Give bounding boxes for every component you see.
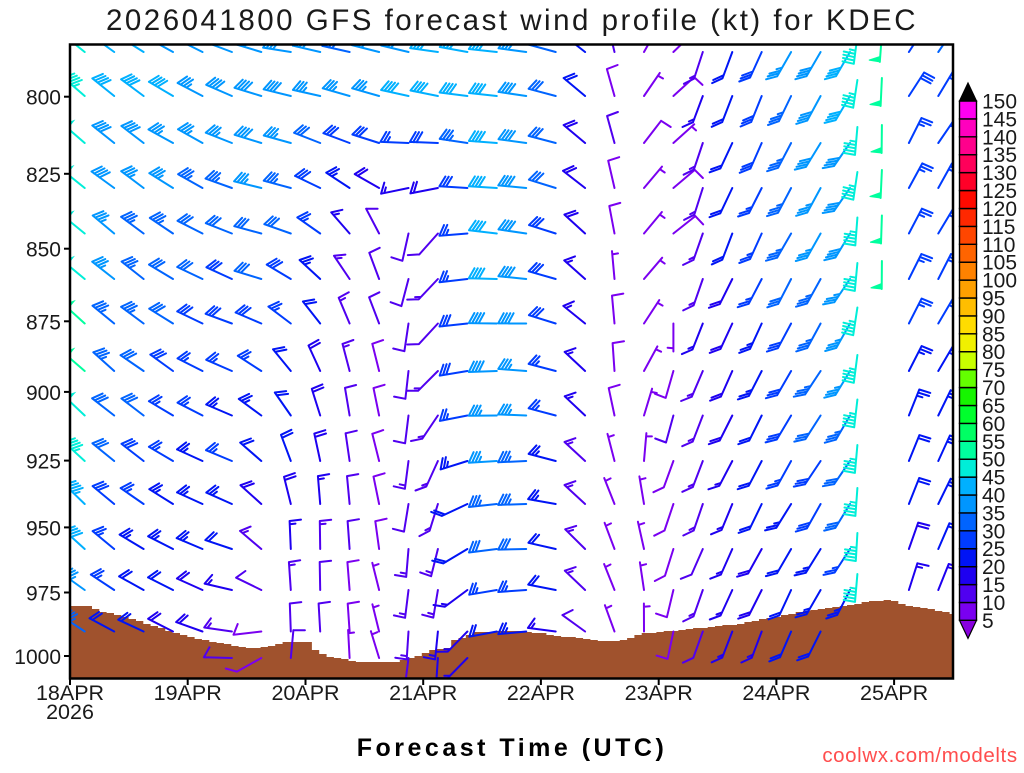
svg-text:5: 5	[982, 610, 994, 633]
svg-text:110: 110	[982, 234, 1015, 257]
svg-text:950: 950	[26, 517, 61, 540]
svg-text:20: 20	[982, 556, 1005, 579]
svg-text:900: 900	[26, 382, 61, 405]
svg-text:60: 60	[982, 413, 1005, 436]
svg-text:50: 50	[982, 449, 1005, 472]
svg-text:95: 95	[982, 288, 1005, 311]
svg-text:850: 850	[26, 239, 61, 262]
svg-text:21APR: 21APR	[389, 681, 457, 705]
svg-text:55: 55	[982, 431, 1005, 454]
svg-text:22APR: 22APR	[507, 681, 575, 705]
svg-text:coolwx.com/modelts: coolwx.com/modelts	[822, 744, 1017, 767]
svg-text:105: 105	[982, 252, 1017, 275]
svg-text:130: 130	[982, 162, 1017, 185]
svg-text:45: 45	[982, 467, 1005, 490]
svg-text:135: 135	[982, 144, 1017, 167]
svg-text:1000: 1000	[14, 646, 61, 669]
svg-text:975: 975	[26, 583, 61, 606]
svg-text:10: 10	[982, 592, 1005, 615]
svg-text:70: 70	[982, 377, 1005, 400]
svg-text:35: 35	[982, 502, 1005, 525]
svg-text:825: 825	[26, 164, 61, 187]
svg-text:2026: 2026	[46, 700, 94, 724]
svg-text:Forecast Time (UTC): Forecast Time (UTC)	[357, 734, 668, 762]
svg-text:25APR: 25APR	[860, 681, 928, 705]
svg-text:80: 80	[982, 341, 1005, 364]
svg-text:140: 140	[982, 126, 1017, 149]
svg-text:875: 875	[26, 311, 61, 334]
svg-text:18APR: 18APR	[36, 681, 104, 705]
svg-text:25: 25	[982, 538, 1005, 561]
svg-text:19APR: 19APR	[154, 681, 222, 705]
svg-text:800: 800	[26, 87, 61, 110]
svg-text:2026041800 GFS forecast wind p: 2026041800 GFS forecast wind profile (kt…	[106, 4, 918, 37]
svg-text:30: 30	[982, 520, 1005, 543]
svg-text:85: 85	[982, 323, 1005, 346]
svg-text:20APR: 20APR	[271, 681, 339, 705]
svg-text:925: 925	[26, 451, 61, 474]
svg-text:90: 90	[982, 305, 1005, 328]
svg-text:23APR: 23APR	[625, 681, 693, 705]
svg-text:120: 120	[982, 198, 1017, 221]
svg-text:75: 75	[982, 359, 1005, 382]
svg-text:40: 40	[982, 485, 1005, 508]
svg-text:65: 65	[982, 395, 1005, 418]
svg-text:24APR: 24APR	[742, 681, 810, 705]
svg-text:100: 100	[982, 270, 1017, 293]
svg-text:115: 115	[982, 216, 1015, 239]
svg-text:15: 15	[982, 574, 1005, 597]
svg-text:145: 145	[982, 108, 1017, 131]
svg-text:150: 150	[982, 91, 1017, 114]
svg-text:125: 125	[982, 180, 1017, 203]
